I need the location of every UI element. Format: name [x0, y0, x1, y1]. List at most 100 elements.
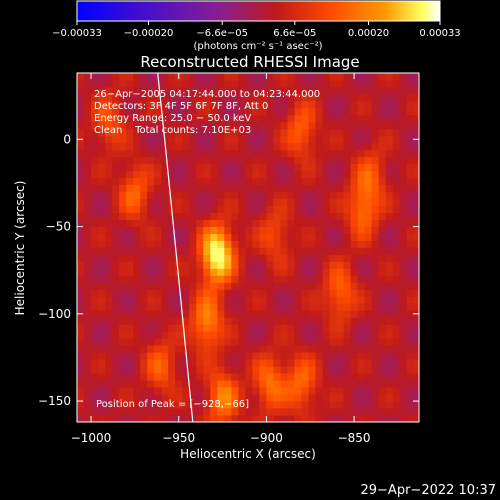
heatmap-cell: [105, 359, 113, 367]
heatmap-cell: [371, 296, 380, 304]
heatmap-cell: [350, 324, 359, 332]
heatmap-cell: [84, 394, 92, 402]
heatmap-cell: [273, 93, 281, 102]
heatmap-cell: [203, 345, 211, 353]
heatmap-cell: [308, 345, 316, 353]
heatmap-cell: [301, 233, 309, 241]
heatmap-cell: [252, 205, 260, 213]
heatmap-cell: [84, 73, 92, 81]
heatmap-cell: [168, 387, 176, 395]
heatmap-cell: [147, 79, 155, 88]
heatmap-cell: [287, 261, 295, 269]
heatmap-cell: [196, 198, 204, 207]
heatmap-cell: [119, 205, 127, 213]
heatmap-cell: [182, 415, 190, 422]
heatmap-cell: [308, 149, 316, 158]
heatmap-cell: [329, 331, 337, 339]
heatmap-cell: [84, 142, 92, 151]
heatmap-cell: [392, 233, 401, 241]
heatmap-cell: [322, 331, 330, 339]
heatmap-cell: [175, 100, 183, 109]
heatmap-cell: [371, 345, 380, 353]
heatmap-cell: [280, 268, 288, 276]
heatmap-cell: [308, 198, 316, 207]
heatmap-cell: [147, 191, 155, 200]
heatmap-cell: [217, 177, 225, 186]
heatmap-cell: [126, 226, 134, 234]
heatmap-cell: [189, 163, 197, 172]
heatmap-cell: [385, 240, 394, 248]
heatmap-cell: [196, 184, 204, 193]
heatmap-cell: [245, 254, 253, 262]
footer-date: 29−Apr−2022 10:37: [361, 483, 497, 498]
heatmap-cell: [175, 366, 183, 374]
heatmap-cell: [294, 338, 302, 346]
heatmap-cell: [105, 352, 113, 360]
heatmap-cell: [126, 240, 134, 248]
heatmap-cell: [357, 359, 366, 367]
heatmap-cell: [147, 359, 155, 367]
heatmap-cell: [308, 275, 316, 283]
heatmap-cell: [231, 296, 239, 304]
heatmap-cell: [322, 142, 330, 151]
heatmap-cell: [322, 415, 330, 422]
heatmap-cell: [112, 401, 120, 409]
heatmap-cell: [273, 73, 281, 81]
heatmap-cell: [182, 240, 190, 248]
heatmap-cell: [273, 170, 281, 179]
heatmap-cell: [266, 226, 274, 234]
heatmap-cell: [231, 149, 239, 158]
heatmap-cell: [210, 331, 218, 339]
heatmap-cell: [378, 247, 387, 255]
heatmap-cell: [343, 415, 351, 422]
heatmap-cell: [350, 303, 359, 311]
heatmap-cell: [154, 177, 162, 186]
heatmap-cell: [315, 366, 323, 374]
heatmap-cell: [112, 149, 120, 158]
heatmap-cell: [378, 86, 387, 95]
heatmap-cell: [259, 345, 267, 353]
y-axis: 0−50−100−150: [38, 132, 419, 408]
heatmap-cell: [147, 121, 155, 130]
heatmap-cell: [259, 303, 267, 311]
heatmap-cell: [294, 324, 302, 332]
heatmap-cell: [119, 212, 127, 220]
heatmap-cell: [217, 247, 225, 255]
heatmap-cell: [308, 86, 316, 95]
heatmap-cell: [77, 401, 85, 409]
colorbar-ticks: −0.00033 −0.00020 −6.6e−05 6.6e−05 0.00020 0.…: [52, 21, 461, 39]
heatmap-cell: [336, 282, 344, 290]
heatmap-cell: [392, 261, 401, 269]
heatmap-cell: [378, 135, 387, 144]
heatmap-cell: [252, 408, 260, 416]
heatmap-cell: [217, 198, 225, 207]
heatmap-cell: [266, 359, 274, 367]
heatmap-cell: [357, 142, 366, 151]
heatmap-cell: [168, 317, 176, 325]
heatmap-cell: [182, 73, 190, 81]
heatmap-cell: [98, 135, 106, 144]
heatmap-cell: [371, 247, 380, 255]
heatmap-cell: [280, 128, 288, 137]
heatmap-cell: [392, 303, 401, 311]
heatmap-cell: [259, 261, 267, 269]
heatmap-cell: [399, 114, 408, 123]
heatmap-cell: [133, 359, 141, 367]
heatmap-cell: [301, 184, 309, 193]
heatmap-cell: [238, 93, 246, 102]
heatmap-cell: [364, 247, 373, 255]
heatmap-cell: [287, 345, 295, 353]
heatmap: [77, 73, 419, 422]
heatmap-cell: [140, 261, 148, 269]
heatmap-cell: [343, 289, 351, 297]
heatmap-cell: [266, 233, 274, 241]
heatmap-cell: [280, 373, 288, 381]
heatmap-cell: [287, 93, 295, 102]
heatmap-cell: [203, 387, 211, 395]
heatmap-cell: [105, 128, 113, 137]
heatmap-cell: [126, 149, 134, 158]
heatmap-cell: [112, 163, 120, 172]
heatmap-cell: [399, 394, 408, 402]
heatmap-cell: [231, 247, 239, 255]
